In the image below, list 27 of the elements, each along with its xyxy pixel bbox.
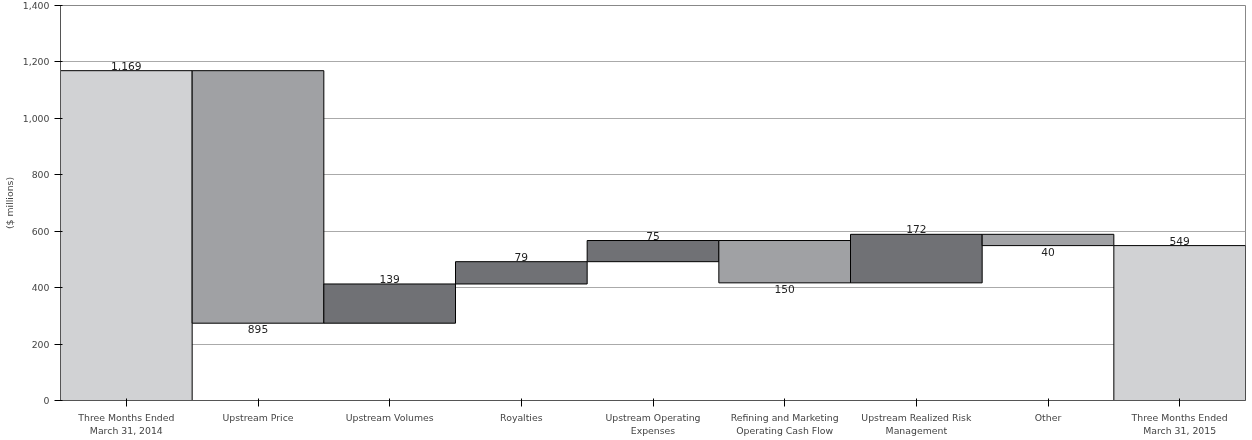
y-tick-label: 1,200 xyxy=(22,56,50,68)
data-label: 1,169 xyxy=(111,59,142,73)
y-tick-label: 1,000 xyxy=(22,112,50,124)
y-tick-label: 400 xyxy=(31,282,50,294)
data-label: 40 xyxy=(1041,245,1055,259)
x-tick-label: Royalties xyxy=(500,411,543,423)
x-tick-label: Three Months Ended March 31, 2015 xyxy=(1130,411,1228,436)
y-tick-label: 0 xyxy=(43,395,50,406)
y-tick-label: 200 xyxy=(31,338,50,350)
data-label: 139 xyxy=(379,272,401,286)
x-tick-label: Refining and Marketing Operating Cash Flow xyxy=(730,411,839,436)
x-tick-label: Upstream Operating Expenses xyxy=(605,411,701,436)
data-label: 150 xyxy=(774,282,796,296)
data-label: 172 xyxy=(906,223,927,237)
x-tick-label: Upstream Price xyxy=(222,411,294,423)
y-tick-label: 1,400 xyxy=(22,0,50,11)
y-tick-label: 800 xyxy=(31,169,50,181)
data-label: 79 xyxy=(514,250,529,264)
y-tick-label: 600 xyxy=(31,225,50,237)
data-label: 549 xyxy=(1169,234,1191,248)
x-tick-label: Upstream Realized Risk Management xyxy=(861,411,972,436)
data-label: 895 xyxy=(247,323,269,337)
data-label: 75 xyxy=(646,229,660,243)
x-tick-label: Upstream Volumes xyxy=(345,411,434,423)
y-axis-title: ($ millions) xyxy=(3,176,15,230)
x-tick-label: Other xyxy=(1034,411,1062,423)
x-tick-label: Three Months Ended March 31, 2014 xyxy=(77,411,175,436)
